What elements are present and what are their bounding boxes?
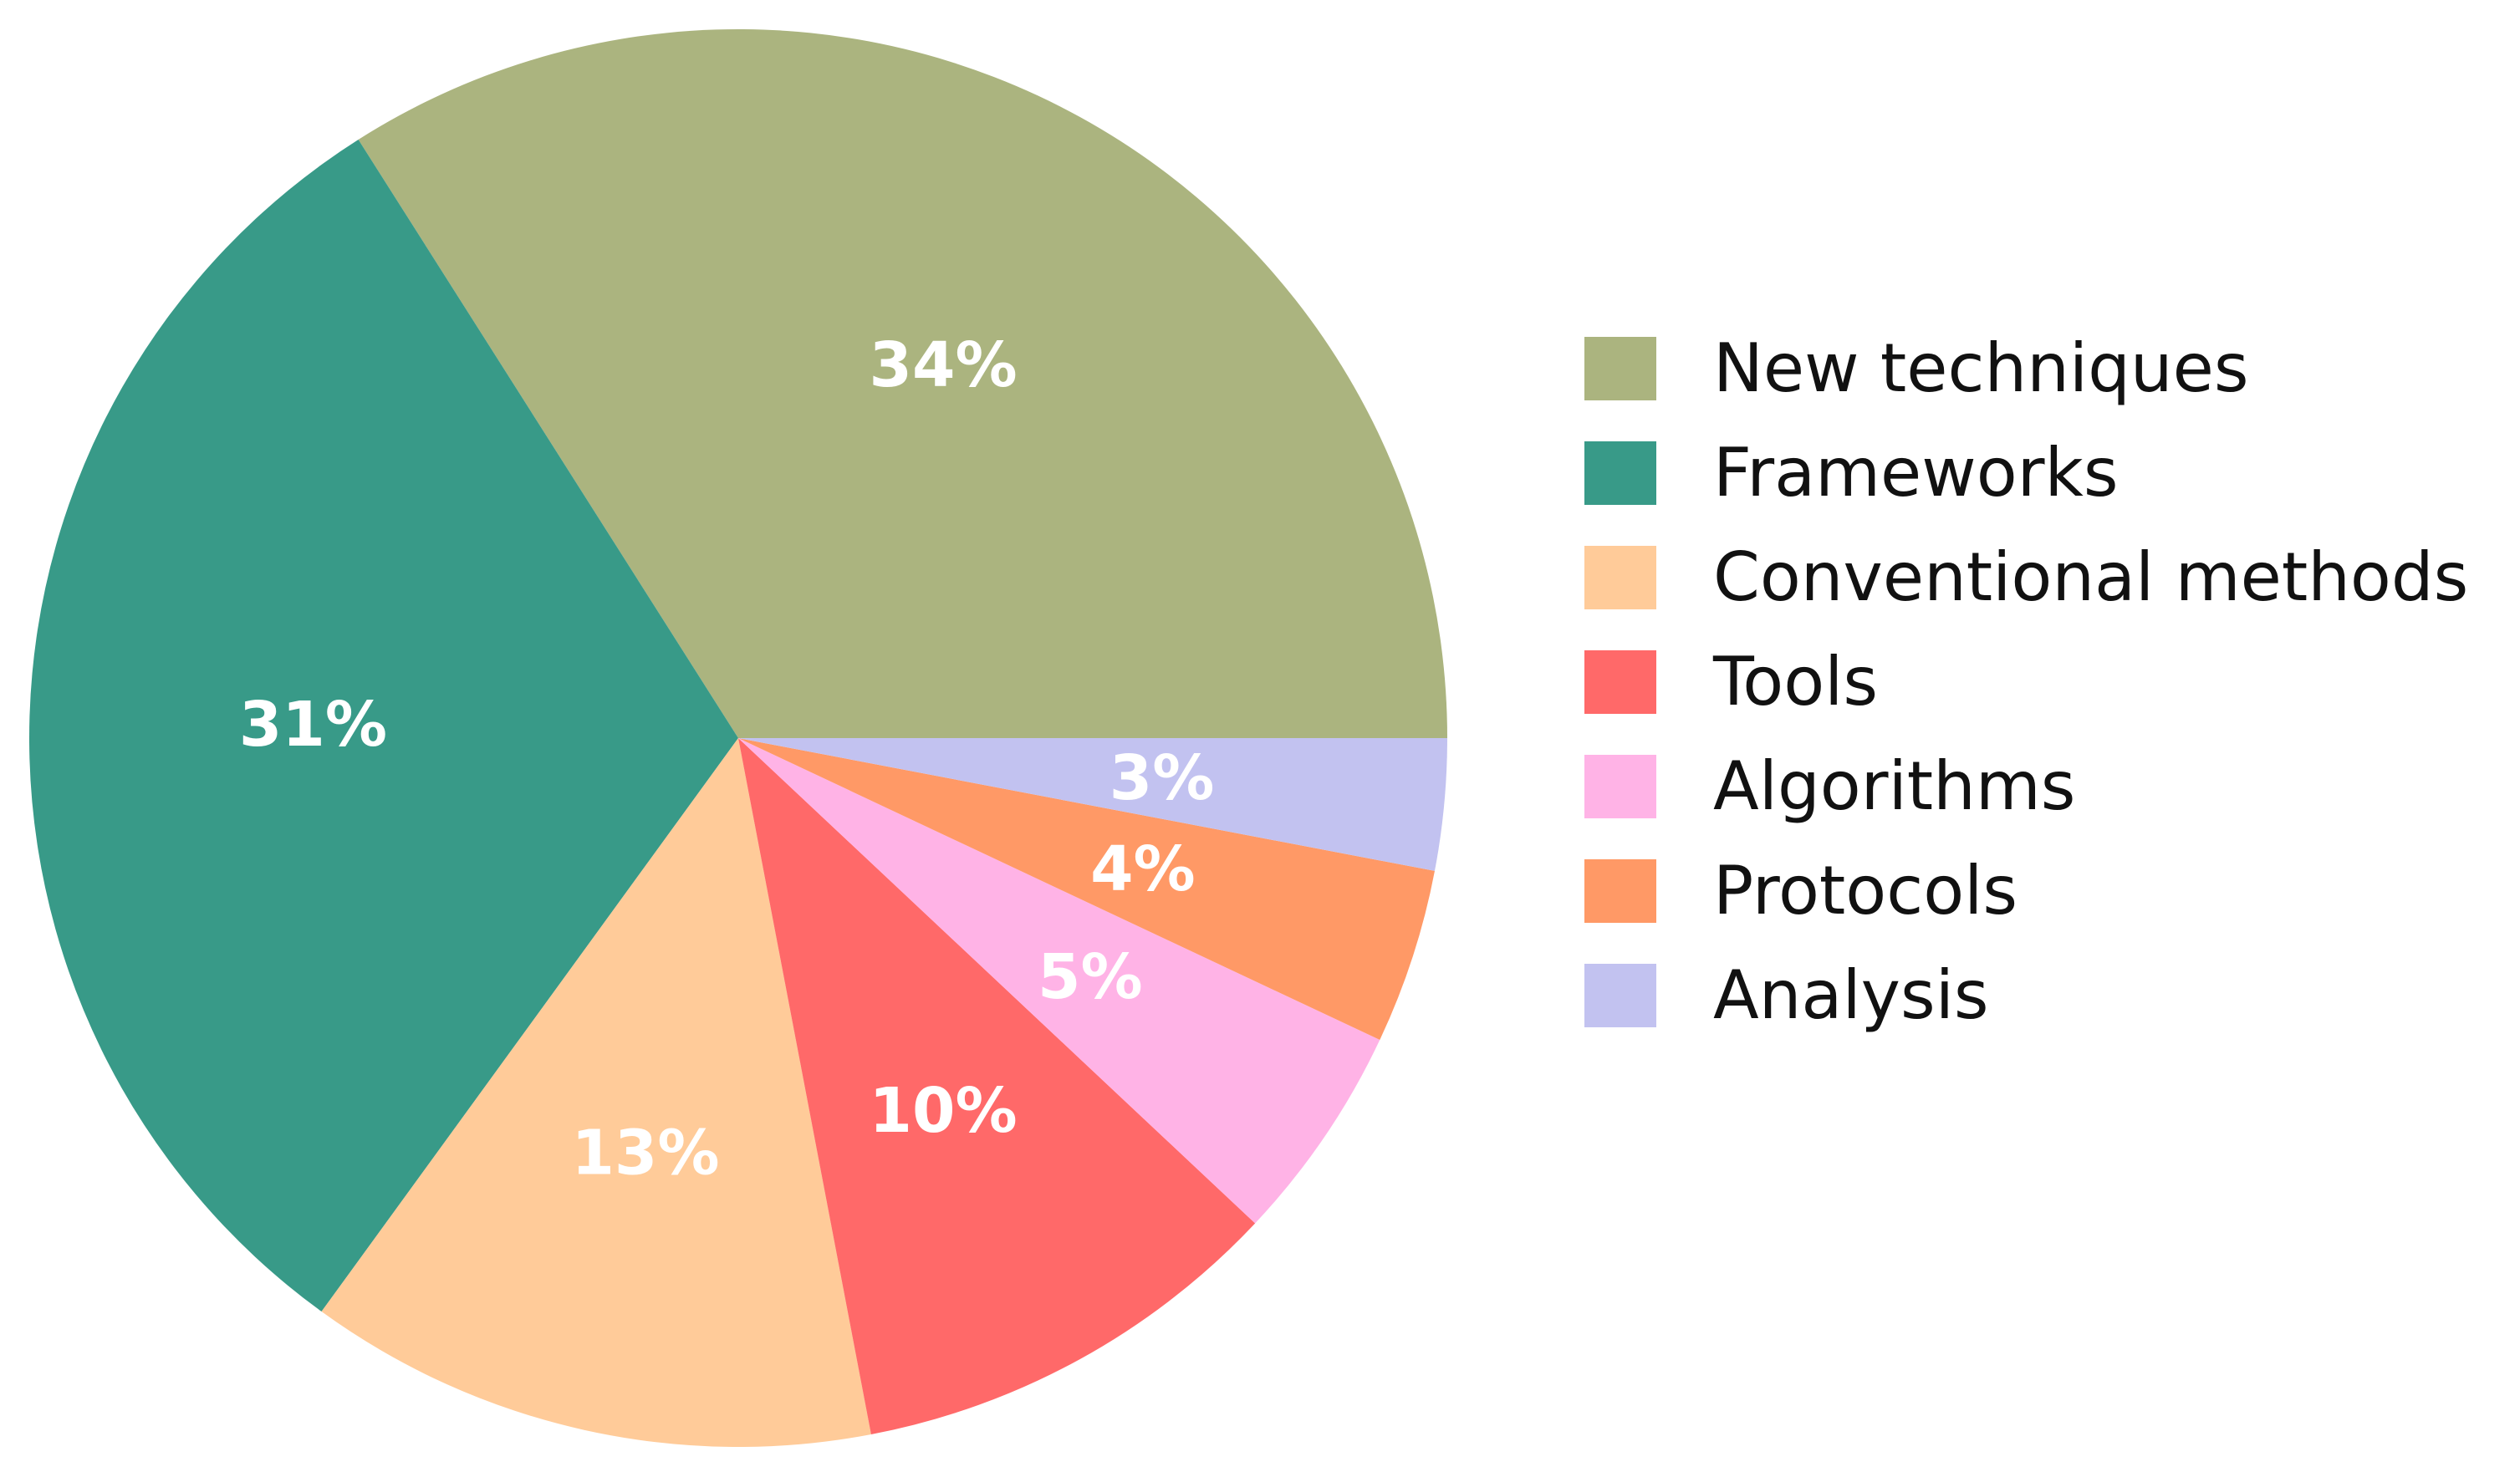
pie-slice-frameworks bbox=[28, 140, 738, 1312]
legend-swatch bbox=[1584, 545, 1656, 609]
pie-percent-labels: 34% 31% 13% 10% 5% 4% 3% bbox=[239, 329, 1214, 1189]
legend-item-analysis: Analysis bbox=[1584, 943, 2468, 1047]
pie-label-protocols: 4% bbox=[1090, 833, 1196, 905]
legend: New techniques Frameworks Conventional met… bbox=[1584, 316, 2468, 1047]
pie-slice-analysis bbox=[738, 738, 1447, 871]
pie-slices bbox=[28, 29, 1447, 1447]
legend-label: Frameworks bbox=[1713, 434, 2119, 512]
legend-item-new-techniques: New techniques bbox=[1584, 316, 2468, 420]
pie-slice-protocols bbox=[738, 738, 1435, 1041]
legend-swatch bbox=[1584, 963, 1656, 1027]
pie-label-frameworks: 31% bbox=[239, 689, 387, 761]
legend-label: Conventional methods bbox=[1713, 538, 2469, 616]
pie-slice-algorithms bbox=[738, 738, 1380, 1224]
legend-item-tools: Tools bbox=[1584, 629, 2468, 734]
legend-swatch bbox=[1584, 336, 1656, 400]
pie-label-tools: 10% bbox=[870, 1075, 1018, 1147]
pie-label-new-techniques: 34% bbox=[870, 329, 1018, 401]
pie-label-analysis: 3% bbox=[1110, 742, 1215, 814]
pie-label-algorithms: 5% bbox=[1038, 941, 1143, 1013]
legend-item-algorithms: Algorithms bbox=[1584, 734, 2468, 838]
legend-label: Tools bbox=[1713, 643, 1879, 721]
legend-item-conventional-methods: Conventional methods bbox=[1584, 525, 2468, 629]
legend-swatch bbox=[1584, 649, 1656, 714]
legend-label: Analysis bbox=[1713, 956, 1989, 1034]
legend-swatch bbox=[1584, 754, 1656, 818]
legend-item-frameworks: Frameworks bbox=[1584, 420, 2468, 525]
pie-slice-new-techniques bbox=[358, 29, 1447, 738]
pie-label-conventional-methods: 13% bbox=[571, 1118, 719, 1189]
pie-slice-tools bbox=[738, 738, 1256, 1434]
legend-label: New techniques bbox=[1713, 329, 2249, 407]
legend-swatch bbox=[1584, 441, 1656, 505]
legend-item-protocols: Protocols bbox=[1584, 838, 2468, 943]
pie-slice-conventional-methods bbox=[321, 738, 871, 1447]
legend-label: Protocols bbox=[1713, 852, 2018, 930]
legend-label: Algorithms bbox=[1713, 747, 2076, 825]
legend-swatch bbox=[1584, 858, 1656, 923]
